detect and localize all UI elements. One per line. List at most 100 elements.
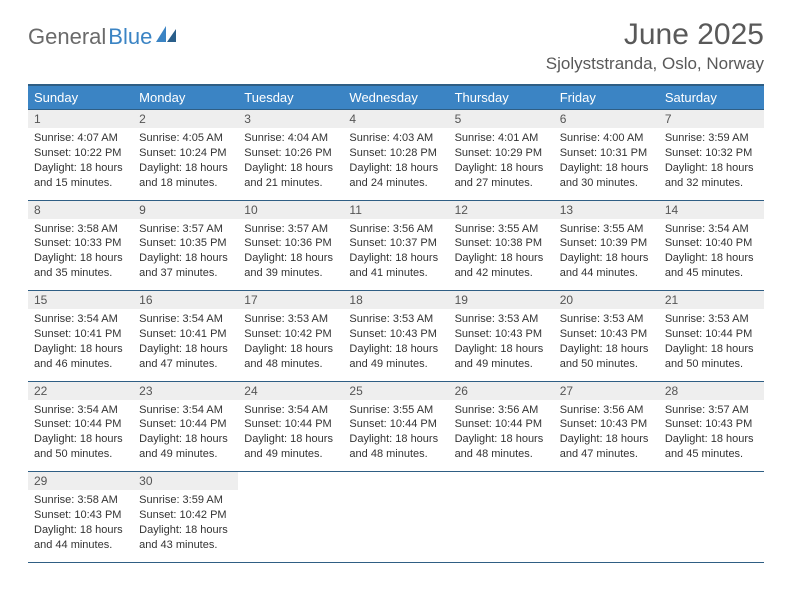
day-info-cell: Sunrise: 4:07 AMSunset: 10:22 PMDaylight… [28, 128, 133, 200]
daylight-line: Daylight: 18 hours and 45 minutes. [665, 251, 758, 281]
daylight-line: Daylight: 18 hours and 49 minutes. [455, 342, 548, 372]
sunrise-line: Sunrise: 3:53 AM [455, 312, 548, 327]
day-info-cell: Sunrise: 3:54 AMSunset: 10:41 PMDaylight… [133, 309, 238, 381]
day-number-cell: 29 [28, 472, 133, 491]
day-number-row: 1234567 [28, 110, 764, 129]
title-block: June 2025 Sjolyststranda, Oslo, Norway [546, 18, 764, 74]
sunset-line: Sunset: 10:43 PM [34, 508, 127, 523]
day-number-cell: 6 [554, 110, 659, 129]
daylight-line: Daylight: 18 hours and 27 minutes. [455, 161, 548, 191]
sunset-line: Sunset: 10:42 PM [139, 508, 232, 523]
day-number-cell: 23 [133, 381, 238, 400]
sunrise-line: Sunrise: 3:58 AM [34, 222, 127, 237]
day-info-cell: Sunrise: 3:53 AMSunset: 10:43 PMDaylight… [449, 309, 554, 381]
day-info-cell [449, 490, 554, 562]
day-info-cell: Sunrise: 4:04 AMSunset: 10:26 PMDaylight… [238, 128, 343, 200]
day-number-cell [449, 472, 554, 491]
day-info-cell: Sunrise: 3:56 AMSunset: 10:37 PMDaylight… [343, 219, 448, 291]
day-info-cell: Sunrise: 3:53 AMSunset: 10:43 PMDaylight… [343, 309, 448, 381]
day-info-cell: Sunrise: 3:59 AMSunset: 10:42 PMDaylight… [133, 490, 238, 562]
sunrise-line: Sunrise: 3:54 AM [139, 312, 232, 327]
day-number-cell: 5 [449, 110, 554, 129]
calendar-page: GeneralBlue June 2025 Sjolyststranda, Os… [0, 0, 792, 563]
day-info-cell: Sunrise: 3:54 AMSunset: 10:44 PMDaylight… [133, 400, 238, 472]
sunrise-line: Sunrise: 4:01 AM [455, 131, 548, 146]
weekday-header: Thursday [449, 85, 554, 110]
weekday-header-row: SundayMondayTuesdayWednesdayThursdayFrid… [28, 85, 764, 110]
sunset-line: Sunset: 10:35 PM [139, 236, 232, 251]
sunset-line: Sunset: 10:44 PM [665, 327, 758, 342]
daylight-line: Daylight: 18 hours and 15 minutes. [34, 161, 127, 191]
day-info-cell: Sunrise: 3:53 AMSunset: 10:42 PMDaylight… [238, 309, 343, 381]
sunrise-line: Sunrise: 3:54 AM [139, 403, 232, 418]
sunrise-line: Sunrise: 4:07 AM [34, 131, 127, 146]
daylight-line: Daylight: 18 hours and 49 minutes. [139, 432, 232, 462]
day-number-cell: 1 [28, 110, 133, 129]
day-number-row: 2930 [28, 472, 764, 491]
day-number-cell: 3 [238, 110, 343, 129]
day-number-cell: 11 [343, 200, 448, 219]
sunrise-line: Sunrise: 3:53 AM [665, 312, 758, 327]
sunset-line: Sunset: 10:33 PM [34, 236, 127, 251]
daylight-line: Daylight: 18 hours and 48 minutes. [455, 432, 548, 462]
sunset-line: Sunset: 10:44 PM [349, 417, 442, 432]
sunrise-line: Sunrise: 3:53 AM [244, 312, 337, 327]
sunrise-line: Sunrise: 3:56 AM [349, 222, 442, 237]
day-info-row: Sunrise: 3:58 AMSunset: 10:43 PMDaylight… [28, 490, 764, 562]
daylight-line: Daylight: 18 hours and 42 minutes. [455, 251, 548, 281]
day-info-row: Sunrise: 3:58 AMSunset: 10:33 PM Daylight… [28, 219, 764, 291]
sunrise-line: Sunrise: 3:55 AM [349, 403, 442, 418]
weekday-header: Friday [554, 85, 659, 110]
day-number-cell: 12 [449, 200, 554, 219]
sunrise-line: Sunrise: 3:58 AM [34, 493, 127, 508]
day-number-cell: 9 [133, 200, 238, 219]
daylight-line: Daylight: 18 hours and 50 minutes. [560, 342, 653, 372]
day-info-cell: Sunrise: 3:58 AMSunset: 10:43 PMDaylight… [28, 490, 133, 562]
sunset-line: Sunset: 10:42 PM [244, 327, 337, 342]
day-number-cell: 16 [133, 291, 238, 310]
weekday-header: Saturday [659, 85, 764, 110]
sunrise-line: Sunrise: 3:54 AM [244, 403, 337, 418]
sunset-line: Sunset: 10:44 PM [139, 417, 232, 432]
sunset-line: Sunset: 10:28 PM [349, 146, 442, 161]
day-info-cell: Sunrise: 3:54 AMSunset: 10:40 PMDaylight… [659, 219, 764, 291]
sunrise-line: Sunrise: 4:05 AM [139, 131, 232, 146]
sunset-line: Sunset: 10:40 PM [665, 236, 758, 251]
day-number-cell: 18 [343, 291, 448, 310]
day-info-cell [343, 490, 448, 562]
day-number-cell: 10 [238, 200, 343, 219]
day-info-cell: Sunrise: 3:56 AMSunset: 10:43 PMDaylight… [554, 400, 659, 472]
sunrise-line: Sunrise: 3:53 AM [349, 312, 442, 327]
sunrise-line: Sunrise: 4:00 AM [560, 131, 653, 146]
day-number-cell: 21 [659, 291, 764, 310]
day-info-cell: Sunrise: 3:57 AMSunset: 10:43 PMDaylight… [659, 400, 764, 472]
sunset-line: Sunset: 10:24 PM [139, 146, 232, 161]
sunrise-line: Sunrise: 3:55 AM [560, 222, 653, 237]
sunset-line: Sunset: 10:41 PM [34, 327, 127, 342]
table-bottom-rule [28, 562, 764, 563]
sunset-line: Sunset: 10:43 PM [665, 417, 758, 432]
day-number-cell: 13 [554, 200, 659, 219]
location-subtitle: Sjolyststranda, Oslo, Norway [546, 54, 764, 74]
sunset-line: Sunset: 10:31 PM [560, 146, 653, 161]
daylight-line: Daylight: 18 hours and 50 minutes. [665, 342, 758, 372]
daylight-line: Daylight: 18 hours and 47 minutes. [560, 432, 653, 462]
calendar-table: SundayMondayTuesdayWednesdayThursdayFrid… [28, 84, 764, 562]
weekday-header: Wednesday [343, 85, 448, 110]
page-header: GeneralBlue June 2025 Sjolyststranda, Os… [28, 18, 764, 74]
day-number-cell: 27 [554, 381, 659, 400]
daylight-line: Daylight: 18 hours and 44 minutes. [560, 251, 653, 281]
daylight-line: Daylight: 18 hours and 39 minutes. [244, 251, 337, 281]
day-number-cell: 14 [659, 200, 764, 219]
day-info-cell: Sunrise: 3:54 AMSunset: 10:44 PMDaylight… [28, 400, 133, 472]
sunset-line: Sunset: 10:29 PM [455, 146, 548, 161]
sunrise-line: Sunrise: 4:04 AM [244, 131, 337, 146]
weekday-header: Tuesday [238, 85, 343, 110]
day-number-cell: 4 [343, 110, 448, 129]
sunrise-line: Sunrise: 3:59 AM [139, 493, 232, 508]
day-number-cell: 22 [28, 381, 133, 400]
day-number-cell: 19 [449, 291, 554, 310]
daylight-line: Daylight: 18 hours and 46 minutes. [34, 342, 127, 372]
day-info-cell: Sunrise: 4:03 AMSunset: 10:28 PMDaylight… [343, 128, 448, 200]
logo-word-2: Blue [108, 24, 152, 50]
